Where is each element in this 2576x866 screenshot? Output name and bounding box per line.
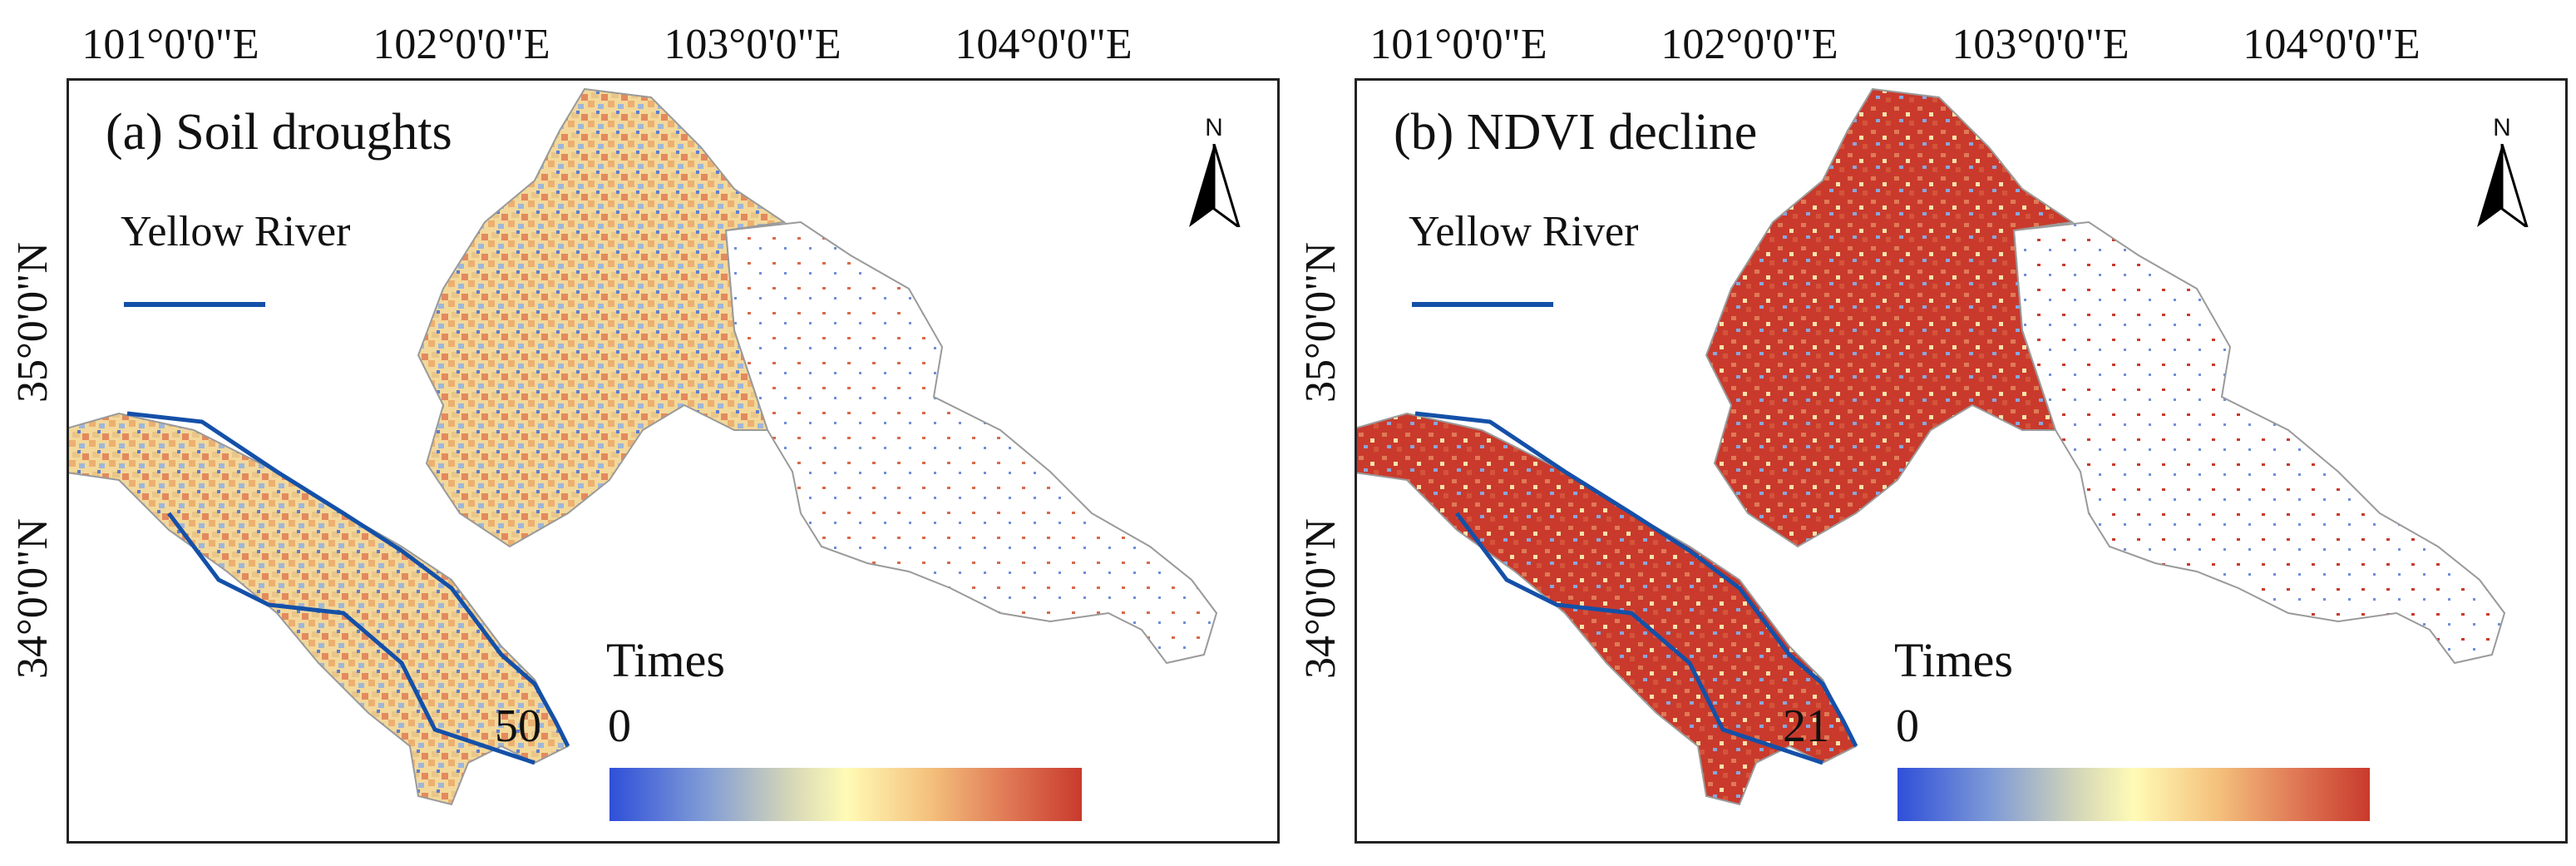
map-frame: (a) Soil droughts Yellow River N Times 0… xyxy=(67,78,1280,844)
north-arrow-letter: N xyxy=(1205,114,1223,141)
y-tick-label: 34°0'0"N xyxy=(9,518,57,679)
legend-min-label: 0 xyxy=(1896,700,1919,752)
region-map xyxy=(1357,87,2506,806)
river-legend-swatch xyxy=(1412,302,1553,307)
north-arrow-icon xyxy=(1189,144,1241,227)
northern-upland-region xyxy=(1705,87,2075,548)
yellow-river-line xyxy=(1414,411,1858,765)
y-tick-label: 34°0'0"N xyxy=(1297,518,1345,679)
map-panel-ndvi-decline: 101°0'0"E 102°0'0"E 103°0'0"E 104°0'0"E … xyxy=(1288,0,2576,866)
panel-title: (b) NDVI decline xyxy=(1394,104,1758,161)
north-arrow-icon xyxy=(2477,144,2529,227)
river-legend-swatch xyxy=(124,302,265,307)
legend-title: Times xyxy=(606,633,725,687)
legend-title: Times xyxy=(1894,633,2013,687)
legend-max-label: 21 xyxy=(1783,700,1829,752)
map-frame: (b) NDVI decline Yellow River N Times 0 … xyxy=(1355,78,2568,844)
river-legend-label: Yellow River xyxy=(1409,208,1639,255)
x-tick-label: 104°0'0"E xyxy=(2243,21,2421,68)
region-map xyxy=(69,87,1218,806)
yellow-river-line xyxy=(126,411,570,765)
legend-max-label: 50 xyxy=(495,700,541,752)
x-tick-label: 103°0'0"E xyxy=(1952,21,2129,68)
x-tick-label: 102°0'0"E xyxy=(373,21,550,68)
northern-upland-region xyxy=(417,87,787,548)
x-tick-label: 101°0'0"E xyxy=(81,21,259,68)
map-panel-soil-droughts: 101°0'0"E 102°0'0"E 103°0'0"E 104°0'0"E … xyxy=(9,21,1280,844)
legend-min-label: 0 xyxy=(608,700,631,752)
y-tick-label: 35°0'0"N xyxy=(1297,242,1345,403)
north-arrow: N xyxy=(1181,114,1247,230)
eastern-basin-region xyxy=(724,220,1218,665)
eastern-basin-region xyxy=(2012,220,2506,665)
x-tick-label: 103°0'0"E xyxy=(664,21,841,68)
y-tick-label: 35°0'0"N xyxy=(9,242,57,403)
north-arrow-letter: N xyxy=(2493,114,2511,141)
color-scale-bar xyxy=(1897,768,2370,821)
color-scale-bar xyxy=(609,768,1082,821)
x-tick-label: 102°0'0"E xyxy=(1661,21,1838,68)
north-arrow: N xyxy=(2469,114,2535,230)
river-legend-label: Yellow River xyxy=(121,208,351,255)
x-tick-label: 104°0'0"E xyxy=(955,21,1133,68)
panel-title: (a) Soil droughts xyxy=(106,104,452,161)
x-tick-label: 101°0'0"E xyxy=(1369,21,1547,68)
